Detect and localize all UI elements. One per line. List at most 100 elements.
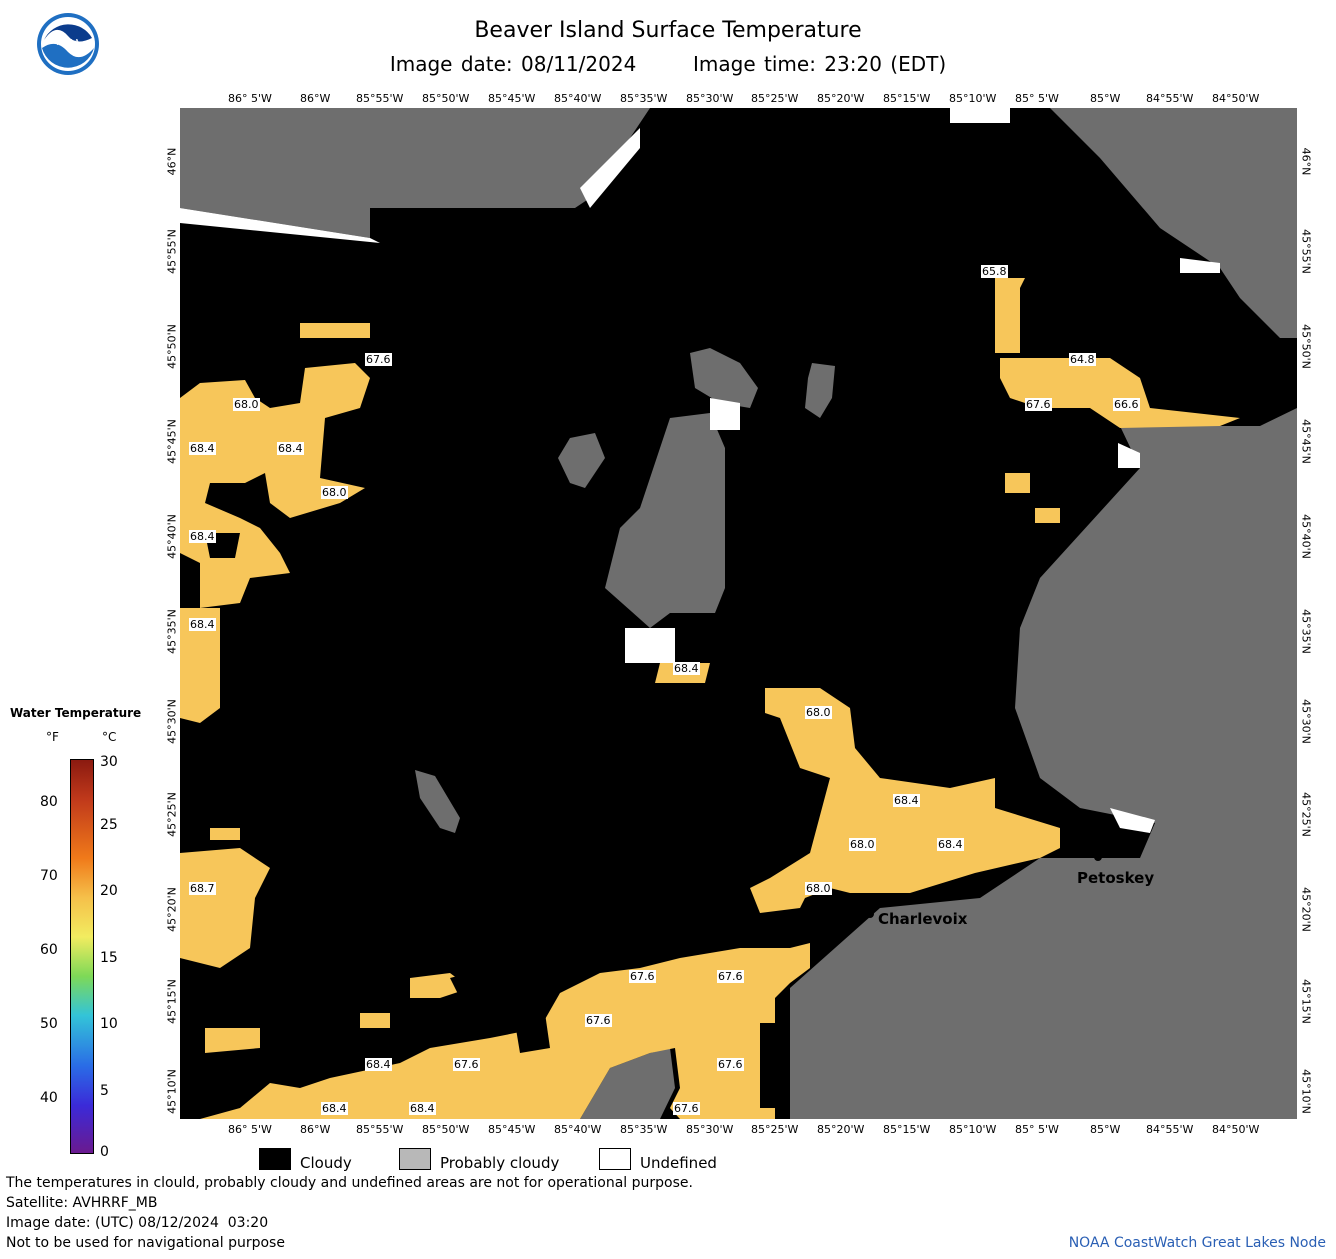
lon-tick: 85°20'W xyxy=(817,92,865,105)
footer-utc-date: Image date: (UTC) 08/12/2024 03:20 xyxy=(6,1215,269,1231)
temp-label: 68.4 xyxy=(409,1102,436,1115)
temp-label: 67.6 xyxy=(453,1058,480,1071)
lon-tick: 85°40'W xyxy=(554,1123,602,1136)
lon-tick: 85°40'W xyxy=(554,92,602,105)
lat-tick: 45°45'N xyxy=(165,419,179,464)
lat-tick: 45°20'N xyxy=(1299,887,1313,932)
footer-navigation-warning: Not to be used for navigational purpose xyxy=(6,1235,285,1251)
lon-tick: 85°10'W xyxy=(949,1123,997,1136)
lon-tick: 85°45'W xyxy=(488,1123,536,1136)
credit-link[interactable]: NOAA CoastWatch Great Lakes Node xyxy=(1068,1235,1326,1251)
lat-tick: 45°55'N xyxy=(165,229,179,274)
lon-tick: 86°W xyxy=(300,92,331,105)
city-label-charlevoix: Charlevoix xyxy=(878,910,968,928)
temp-label: 68.0 xyxy=(233,398,260,411)
temp-label: 68.4 xyxy=(189,618,216,631)
noaa-logo-text: NOAA xyxy=(56,38,80,47)
temp-label: 68.4 xyxy=(937,838,964,851)
lat-tick: 45°15'N xyxy=(165,979,179,1024)
image-date: Image date: 08/11/2024 xyxy=(389,52,637,76)
lat-tick: 45°20'N xyxy=(165,887,179,932)
lat-tick: 46°N xyxy=(165,147,179,176)
lat-tick: 45°10'N xyxy=(1299,1069,1313,1114)
footer-satellite: Satellite: AVHRRF_MB xyxy=(6,1195,158,1211)
temp-label: 68.0 xyxy=(805,706,832,719)
image-datetime: Image date: 08/11/2024 Image time: 23:20… xyxy=(0,52,1336,76)
temp-label: 67.6 xyxy=(585,1014,612,1027)
legend-unit-f: °F xyxy=(46,730,59,744)
lon-tick: 84°50'W xyxy=(1212,92,1260,105)
temp-label: 67.6 xyxy=(365,353,392,366)
probably-cloudy-key-label: Probably cloudy xyxy=(440,1154,560,1172)
charlevoix-marker xyxy=(866,910,874,918)
map-title: Beaver Island Surface Temperature xyxy=(474,18,862,43)
lat-tick: 45°55'N xyxy=(1299,229,1313,274)
temp-label: 68.4 xyxy=(893,794,920,807)
legend-colorbar xyxy=(70,759,94,1154)
lon-tick: 85°30'W xyxy=(686,1123,734,1136)
lon-tick: 86°W xyxy=(300,1123,331,1136)
lat-tick: 45°50'N xyxy=(1299,324,1313,369)
lat-tick: 45°25'N xyxy=(165,792,179,837)
temp-label: 68.4 xyxy=(365,1058,392,1071)
legend-c-label: 25 xyxy=(100,817,118,833)
lon-tick: 85°10'W xyxy=(949,92,997,105)
image-time: Image time: 23:20 (EDT) xyxy=(693,52,947,76)
lon-tick: 85° 5'W xyxy=(1015,1123,1059,1136)
legend-f-label: 60 xyxy=(40,942,58,958)
lat-tick: 45°45'N xyxy=(1299,419,1313,464)
footer-disclaimer: The temperatures in clould, probably clo… xyxy=(6,1175,693,1191)
temp-label: 68.4 xyxy=(189,442,216,455)
temp-label: 68.0 xyxy=(805,882,832,895)
legend-c-label: 20 xyxy=(100,883,118,899)
lon-tick: 85°W xyxy=(1090,92,1121,105)
temp-label: 68.0 xyxy=(321,486,348,499)
lon-tick: 85°20'W xyxy=(817,1123,865,1136)
legend-c-label: 0 xyxy=(100,1144,109,1160)
lon-tick: 84°50'W xyxy=(1212,1123,1260,1136)
temp-label: 68.7 xyxy=(189,882,216,895)
lon-tick: 86° 5'W xyxy=(228,1123,272,1136)
lon-tick: 85°30'W xyxy=(686,92,734,105)
cloudy-swatch xyxy=(259,1148,291,1170)
lon-tick: 85° 5'W xyxy=(1015,92,1059,105)
undefined-key-label: Undefined xyxy=(640,1154,717,1172)
legend-title: Water Temperature xyxy=(10,706,142,720)
cloudy-key-label: Cloudy xyxy=(300,1154,352,1172)
temp-label: 67.6 xyxy=(673,1102,700,1115)
probably-cloudy-swatch xyxy=(399,1148,431,1170)
temp-label: 67.6 xyxy=(1025,398,1052,411)
lat-tick: 45°30'N xyxy=(1299,699,1313,744)
noaa-logo: NOAA xyxy=(37,13,99,75)
temp-label: 68.4 xyxy=(321,1102,348,1115)
legend-c-label: 30 xyxy=(100,754,118,770)
lon-tick: 85°W xyxy=(1090,1123,1121,1136)
lon-tick: 85°50'W xyxy=(422,92,470,105)
legend-c-label: 10 xyxy=(100,1016,118,1032)
city-label-petoskey: Petoskey xyxy=(1077,869,1155,887)
lat-tick: 45°50'N xyxy=(165,324,179,369)
temp-label: 67.6 xyxy=(717,970,744,983)
lat-tick: 45°35'N xyxy=(165,609,179,654)
temp-label: 67.6 xyxy=(717,1058,744,1071)
temp-label: 68.4 xyxy=(189,530,216,543)
lon-tick: 85°25'W xyxy=(751,1123,799,1136)
lon-tick: 85°15'W xyxy=(883,1123,931,1136)
lon-tick: 85°35'W xyxy=(620,1123,668,1136)
undefined-swatch xyxy=(599,1148,631,1170)
lon-tick: 85°25'W xyxy=(751,92,799,105)
temp-label: 67.6 xyxy=(629,970,656,983)
lat-tick: 46°N xyxy=(1299,147,1313,176)
legend-f-label: 50 xyxy=(40,1016,58,1032)
lat-tick: 45°35'N xyxy=(1299,609,1313,654)
legend-c-label: 15 xyxy=(100,950,118,966)
lat-tick: 45°40'N xyxy=(165,514,179,559)
lon-tick: 86° 5'W xyxy=(228,92,272,105)
legend-f-label: 40 xyxy=(40,1090,58,1106)
petoskey-marker xyxy=(1094,853,1102,861)
legend-f-label: 70 xyxy=(40,868,58,884)
lon-tick: 85°35'W xyxy=(620,92,668,105)
lat-tick: 45°25'N xyxy=(1299,792,1313,837)
lon-tick: 85°55'W xyxy=(356,92,404,105)
legend-unit-c: °C xyxy=(102,730,117,744)
